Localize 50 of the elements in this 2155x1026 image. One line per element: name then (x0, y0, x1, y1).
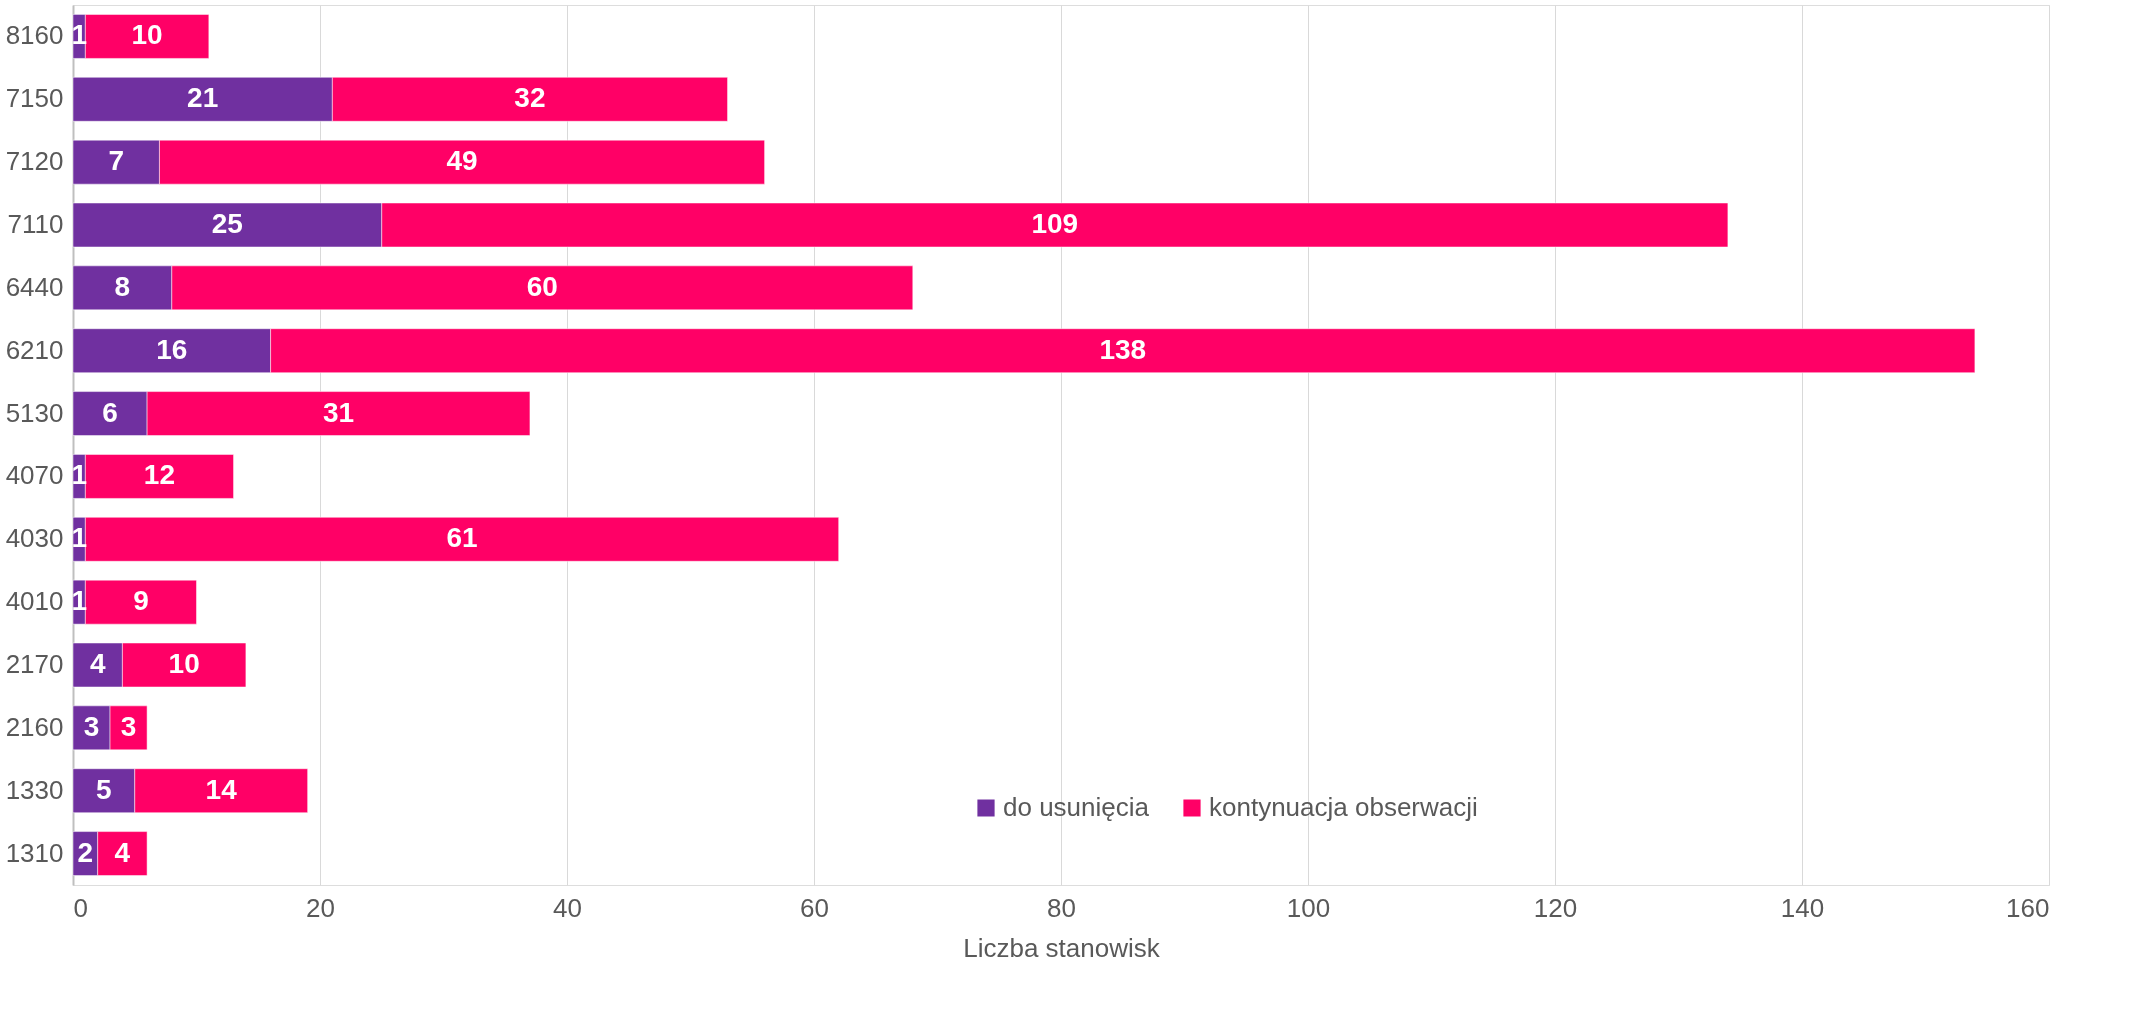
data-label: 16 (156, 333, 188, 365)
y-tick-label: 1330 (5, 774, 64, 805)
data-label: 4 (114, 836, 131, 868)
data-label: 21 (187, 82, 219, 114)
data-label: 32 (514, 82, 546, 114)
y-tick-label: 7110 (7, 209, 64, 239)
y-tick-label: 6210 (5, 334, 64, 365)
y-tick-label: 7120 (5, 146, 64, 177)
data-label: 61 (446, 522, 478, 554)
x-tick-label: 20 (306, 892, 335, 923)
data-label: 14 (205, 773, 238, 805)
data-label: 5 (96, 773, 112, 805)
y-tick-label: 1310 (5, 837, 64, 868)
data-label: 10 (131, 19, 163, 51)
data-label: 60 (526, 270, 558, 302)
data-label: 2 (77, 836, 94, 868)
x-tick-label: 100 (1286, 892, 1331, 923)
x-tick-label: 60 (800, 892, 829, 923)
legend-label: do usunięcia (1003, 792, 1150, 822)
data-label: 3 (83, 710, 100, 742)
y-tick-label: 4070 (5, 460, 64, 491)
x-tick-label: 120 (1533, 892, 1578, 923)
data-label: 9 (133, 585, 149, 617)
y-tick-label: 5130 (5, 397, 64, 428)
legend-label: kontynuacja obserwacji (1209, 792, 1478, 822)
y-tick-label: 2170 (5, 649, 64, 679)
x-tick-label: 140 (1780, 892, 1825, 923)
data-label: 49 (446, 145, 478, 177)
x-tick-label: 80 (1047, 892, 1076, 923)
data-label: 8 (114, 270, 131, 302)
y-tick-label: 4030 (5, 523, 64, 554)
data-label: 6 (102, 396, 118, 428)
data-label: 10 (168, 648, 200, 679)
data-label: 3 (120, 710, 137, 742)
y-tick-label: 2160 (5, 711, 64, 742)
data-label: 4 (89, 648, 106, 679)
data-label: 12 (143, 459, 176, 491)
data-label: 31 (322, 396, 355, 428)
y-tick-label: 6440 (5, 271, 64, 302)
y-tick-label: 4010 (5, 586, 64, 617)
y-tick-label: 8160 (5, 20, 64, 51)
x-tick-label: 40 (553, 892, 582, 923)
data-label: 25 (211, 208, 243, 239)
x-tick-label: 160 (2006, 892, 2050, 923)
data-label: 7 (108, 145, 125, 177)
y-tick-label: 7150 (5, 83, 64, 114)
x-tick-label: 0 (73, 892, 88, 923)
data-label: 109 (1031, 208, 1079, 239)
x-axis-title: Liczba stanowisk (963, 932, 1161, 963)
data-label: 138 (1099, 333, 1147, 365)
